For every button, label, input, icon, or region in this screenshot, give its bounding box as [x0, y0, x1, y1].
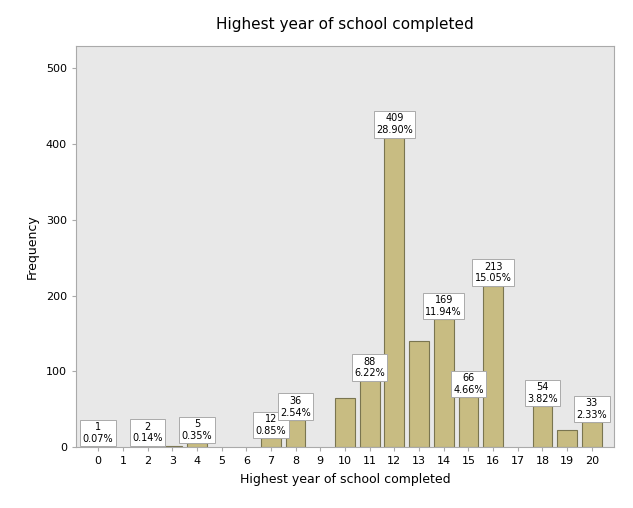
Text: 169
11.94%: 169 11.94%	[425, 295, 462, 317]
Text: 36
2.54%: 36 2.54%	[280, 396, 311, 418]
Text: 213
15.05%: 213 15.05%	[475, 262, 511, 283]
Text: 88
6.22%: 88 6.22%	[354, 357, 385, 378]
Text: 12
0.85%: 12 0.85%	[256, 414, 286, 436]
Text: 5
0.35%: 5 0.35%	[182, 420, 212, 441]
Bar	[360, 380, 380, 447]
Bar	[532, 406, 553, 447]
Text: 33
2.33%: 33 2.33%	[577, 398, 607, 420]
Text: 2
0.14%: 2 0.14%	[132, 422, 163, 443]
Bar	[557, 430, 577, 447]
X-axis label: Highest year of school completed: Highest year of school completed	[240, 473, 450, 486]
Y-axis label: Frequency: Frequency	[26, 214, 39, 279]
Bar	[335, 398, 355, 447]
Bar	[162, 446, 182, 447]
Title: Highest year of school completed: Highest year of school completed	[216, 17, 474, 32]
Bar	[137, 446, 158, 447]
Bar	[384, 137, 404, 447]
Bar	[582, 422, 602, 447]
Text: 1
0.07%: 1 0.07%	[83, 423, 113, 444]
Bar	[434, 319, 454, 447]
Bar	[285, 420, 306, 447]
Bar	[187, 443, 207, 447]
Bar	[483, 286, 503, 447]
Text: 66
4.66%: 66 4.66%	[453, 373, 484, 395]
Bar	[409, 341, 429, 447]
Text: 409
28.90%: 409 28.90%	[376, 113, 413, 135]
Text: 54
3.82%: 54 3.82%	[527, 383, 558, 404]
Bar	[458, 397, 479, 447]
Bar	[261, 438, 281, 447]
